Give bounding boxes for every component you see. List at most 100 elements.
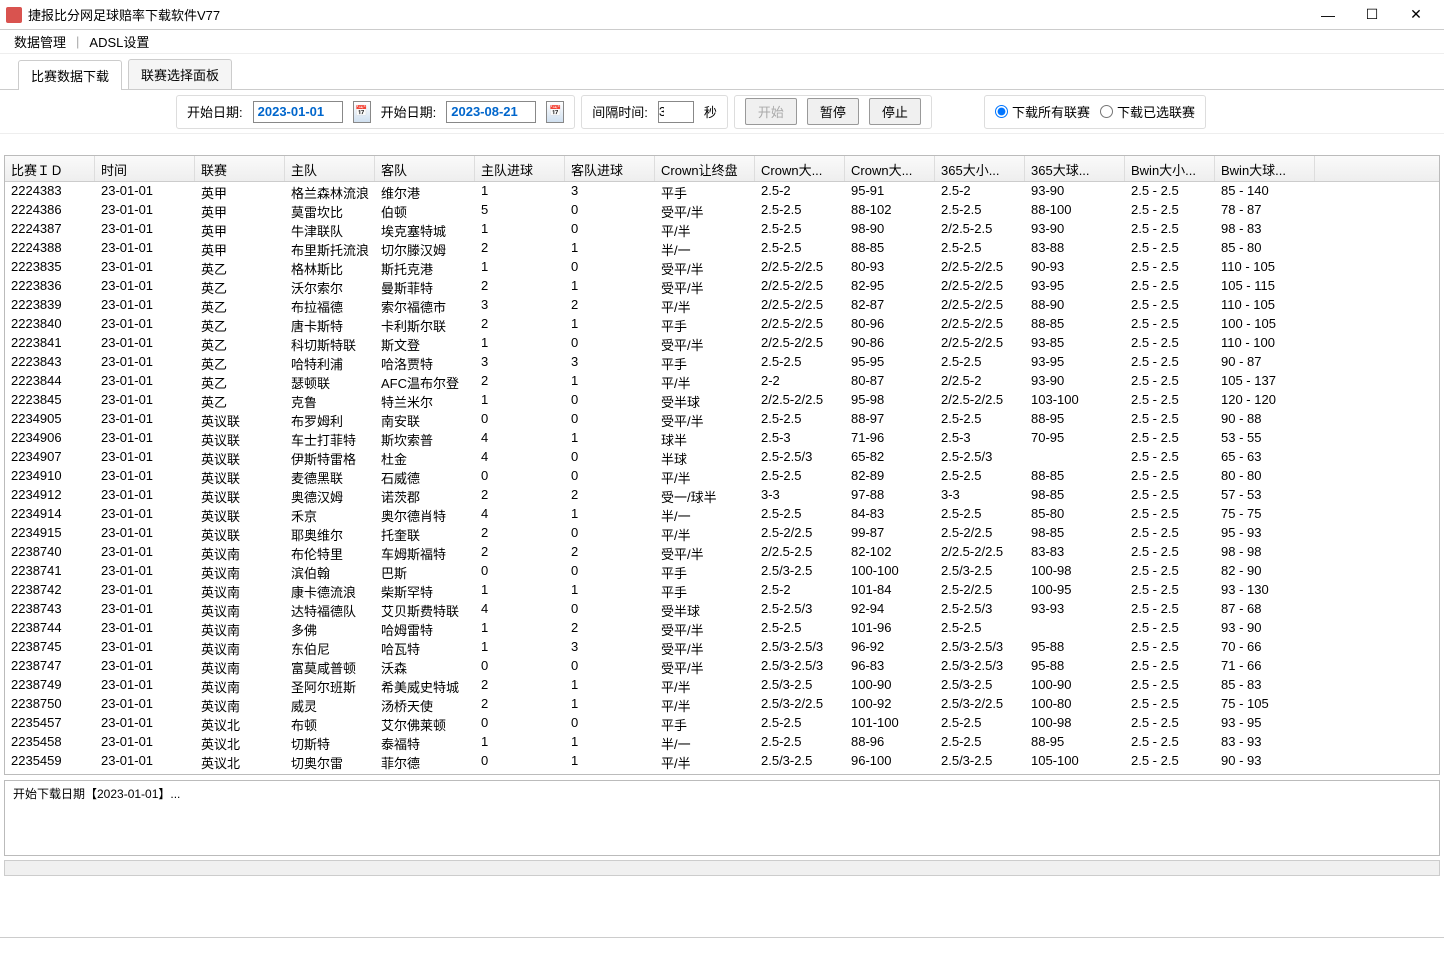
radio-download-selected[interactable]: 下载已选联赛 <box>1100 102 1195 121</box>
minimize-button[interactable]: — <box>1306 1 1350 29</box>
table-row[interactable]: 222383623-01-01英乙沃尔索尔曼斯菲特21受平/半2/2.5-2/2… <box>5 277 1439 296</box>
cell: 2.5-2.5 <box>935 467 1025 486</box>
table-row[interactable]: 222384323-01-01英乙哈特利浦哈洛贾特33平手2.5-2.595-9… <box>5 353 1439 372</box>
cell: 半/一 <box>655 239 755 258</box>
table-row[interactable]: 222438623-01-01英甲莫雷坎比伯顿50受平/半2.5-2.588-1… <box>5 201 1439 220</box>
cell: 1 <box>565 733 655 752</box>
radio-all-input[interactable] <box>995 105 1008 118</box>
cell: 96-83 <box>845 657 935 676</box>
column-header[interactable]: Bwin大小... <box>1125 156 1215 181</box>
cell: 2.5-2.5 <box>755 201 845 220</box>
table-row[interactable]: 222438323-01-01英甲格兰森林流浪维尔港13平手2.5-295-91… <box>5 182 1439 201</box>
column-header[interactable]: Crown大... <box>845 156 935 181</box>
cell: 23-01-01 <box>95 448 195 467</box>
table-row[interactable]: 223490623-01-01英议联车士打菲特斯坎索普41球半2.5-371-9… <box>5 429 1439 448</box>
column-header[interactable]: Crown大... <box>755 156 845 181</box>
cell: 2 <box>475 315 565 334</box>
column-header[interactable]: 联赛 <box>195 156 285 181</box>
end-date-calendar-icon[interactable]: 📅 <box>546 101 564 123</box>
cell: 2.5 - 2.5 <box>1125 334 1215 353</box>
radio-sel-input[interactable] <box>1100 105 1113 118</box>
cell: 88-102 <box>845 201 935 220</box>
cell: 2.5 - 2.5 <box>1125 391 1215 410</box>
cell: 英乙 <box>195 258 285 277</box>
table-row[interactable]: 223874923-01-01英议南圣阿尔班斯希美威史特城21平/半2.5/3-… <box>5 676 1439 695</box>
cell: 2238741 <box>5 562 95 581</box>
table-row[interactable]: 223874223-01-01英议南康卡德流浪柴斯罕特11平手2.5-2101-… <box>5 581 1439 600</box>
cell: 2.5 - 2.5 <box>1125 524 1215 543</box>
column-header[interactable]: 比赛ＩＤ <box>5 156 95 181</box>
table-row[interactable]: 222383923-01-01英乙布拉福德索尔福德市32平/半2/2.5-2/2… <box>5 296 1439 315</box>
table-row[interactable]: 223875023-01-01英议南威灵汤桥天使21平/半2.5/3-2/2.5… <box>5 695 1439 714</box>
cell: 英议联 <box>195 524 285 543</box>
table-row[interactable]: 222383523-01-01英乙格林斯比斯托克港10受平/半2/2.5-2/2… <box>5 258 1439 277</box>
cell: 2.5-2.5 <box>755 353 845 372</box>
table-row[interactable]: 223490723-01-01英议联伊斯特雷格杜金40半球2.5-2.5/365… <box>5 448 1439 467</box>
table-row[interactable]: 223545823-01-01英议北切斯特泰福特11半/一2.5-2.588-9… <box>5 733 1439 752</box>
cell: 切斯特 <box>285 733 375 752</box>
column-header[interactable]: 客队 <box>375 156 475 181</box>
column-header[interactable]: 主队进球 <box>475 156 565 181</box>
start-date-calendar-icon[interactable]: 📅 <box>353 101 371 123</box>
table-row[interactable]: 223874723-01-01英议南富莫咸普顿沃森00受平/半2.5/3-2.5… <box>5 657 1439 676</box>
tab-match-download[interactable]: 比赛数据下载 <box>18 60 122 90</box>
table-row[interactable]: 223545723-01-01英议北布顿艾尔佛莱顿00平手2.5-2.5101-… <box>5 714 1439 733</box>
pause-button[interactable]: 暂停 <box>807 98 859 125</box>
cell: 2.5 - 2.5 <box>1125 676 1215 695</box>
table-row[interactable]: 223545923-01-01英议北切奥尔雷菲尔德01平/半2.5/3-2.59… <box>5 752 1439 771</box>
radio-download-all[interactable]: 下载所有联赛 <box>995 102 1090 121</box>
cell: 2.5 - 2.5 <box>1125 486 1215 505</box>
cell: 87 - 68 <box>1215 600 1315 619</box>
table-row[interactable]: 223874423-01-01英议南多佛哈姆雷特12受平/半2.5-2.5101… <box>5 619 1439 638</box>
table-row[interactable]: 223491223-01-01英议联奥德汉姆诺茨郡22受一/球半3-397-88… <box>5 486 1439 505</box>
table-row[interactable]: 223874123-01-01英议南滨伯翰巴斯00平手2.5/3-2.5100-… <box>5 562 1439 581</box>
column-header[interactable]: Bwin大球... <box>1215 156 1315 181</box>
table-row[interactable]: 222384523-01-01英乙克鲁特兰米尔10受半球2/2.5-2/2.59… <box>5 391 1439 410</box>
close-button[interactable]: ✕ <box>1394 1 1438 29</box>
cell: 1 <box>565 429 655 448</box>
maximize-button[interactable]: ☐ <box>1350 1 1394 29</box>
table-row[interactable]: 223491523-01-01英议联耶奥维尔托奎联20平/半2.5-2/2.59… <box>5 524 1439 543</box>
table-row[interactable]: 223490523-01-01英议联布罗姆利南安联00受平/半2.5-2.588… <box>5 410 1439 429</box>
cell: 2.5 - 2.5 <box>1125 657 1215 676</box>
menu-adsl[interactable]: ADSL设置 <box>81 32 157 51</box>
cell: 2234907 <box>5 448 95 467</box>
cell: 110 - 105 <box>1215 296 1315 315</box>
cell: 93-93 <box>1025 600 1125 619</box>
cell: 2.5/3-2.5 <box>935 676 1025 695</box>
log-panel[interactable]: 开始下载日期【2023-01-01】... <box>4 780 1440 856</box>
interval-input[interactable] <box>658 101 694 123</box>
start-button[interactable]: 开始 <box>745 98 797 125</box>
grid-body[interactable]: 222438323-01-01英甲格兰森林流浪维尔港13平手2.5-295-91… <box>5 182 1439 774</box>
stop-button[interactable]: 停止 <box>869 98 921 125</box>
end-date-input[interactable] <box>446 101 536 123</box>
cell: 65-82 <box>845 448 935 467</box>
column-header[interactable]: 365大球... <box>1025 156 1125 181</box>
cell: 2 <box>565 619 655 638</box>
tab-league-panel[interactable]: 联赛选择面板 <box>128 59 232 89</box>
menu-data-mgmt[interactable]: 数据管理 <box>6 32 74 51</box>
cell: 2.5-2 <box>755 581 845 600</box>
table-row[interactable]: 223491023-01-01英议联麦德黑联石威德00平/半2.5-2.582-… <box>5 467 1439 486</box>
cell: 2.5 - 2.5 <box>1125 505 1215 524</box>
column-header[interactable]: 主队 <box>285 156 375 181</box>
table-row[interactable]: 223874323-01-01英议南达特福德队艾贝斯费特联40受半球2.5-2.… <box>5 600 1439 619</box>
cell: 2.5/3-2.5/3 <box>755 657 845 676</box>
table-row[interactable]: 223874023-01-01英议南布伦特里车姆斯福特22受平/半2/2.5-2… <box>5 543 1439 562</box>
column-header[interactable]: 365大小... <box>935 156 1025 181</box>
table-row[interactable]: 223874523-01-01英议南东伯尼哈瓦特13受平/半2.5/3-2.5/… <box>5 638 1439 657</box>
cell: 0 <box>565 391 655 410</box>
column-header[interactable]: 客队进球 <box>565 156 655 181</box>
cell: 英议南 <box>195 657 285 676</box>
horizontal-scrollbar[interactable] <box>4 860 1440 876</box>
column-header[interactable]: Crown让终盘 <box>655 156 755 181</box>
cell: 1 <box>475 258 565 277</box>
start-date-input[interactable] <box>253 101 343 123</box>
table-row[interactable]: 222438723-01-01英甲牛津联队埃克塞特城10平/半2.5-2.598… <box>5 220 1439 239</box>
table-row[interactable]: 222384423-01-01英乙瑟顿联AFC温布尔登21平/半2-280-87… <box>5 372 1439 391</box>
table-row[interactable]: 223491423-01-01英议联禾京奥尔德肖特41半/一2.5-2.584-… <box>5 505 1439 524</box>
table-row[interactable]: 222438823-01-01英甲布里斯托流浪切尔滕汉姆21半/一2.5-2.5… <box>5 239 1439 258</box>
table-row[interactable]: 222384123-01-01英乙科切斯特联斯文登10受平/半2/2.5-2/2… <box>5 334 1439 353</box>
column-header[interactable]: 时间 <box>95 156 195 181</box>
table-row[interactable]: 222384023-01-01英乙唐卡斯特卡利斯尔联21平手2/2.5-2/2.… <box>5 315 1439 334</box>
